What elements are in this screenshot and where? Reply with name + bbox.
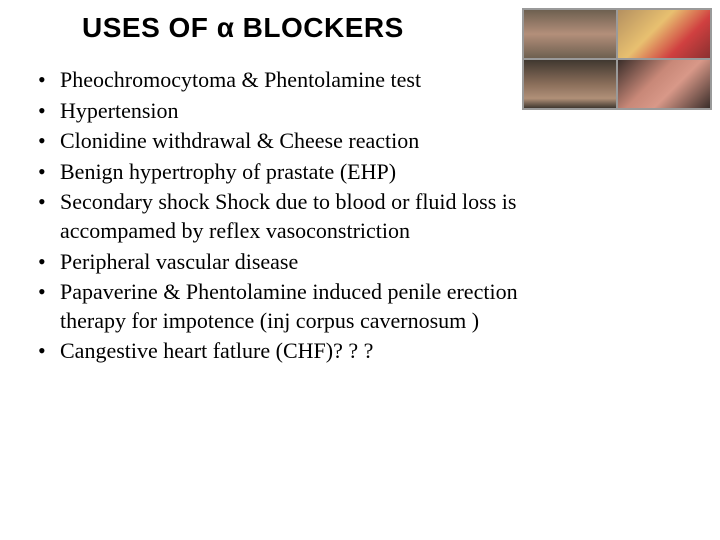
slide: USES OF α BLOCKERS Pheochromocytoma & Ph…: [0, 0, 720, 540]
slide-body: Pheochromocytoma & Phentolamine test Hyp…: [20, 66, 700, 368]
list-item: Clonidine withdrawal & Cheese reaction: [38, 127, 540, 156]
hand-photo-4: [618, 60, 710, 108]
image-grid: [522, 8, 712, 110]
hand-photo-1: [524, 10, 616, 58]
list-item: Papaverine & Phentolamine induced penile…: [38, 278, 540, 335]
bullet-list: Pheochromocytoma & Phentolamine test Hyp…: [20, 66, 550, 368]
list-item: Secondary shock Shock due to blood or fl…: [38, 188, 540, 245]
hand-photo-2: [618, 10, 710, 58]
list-item: Pheochromocytoma & Phentolamine test: [38, 66, 540, 95]
list-item: Cangestive heart fatlure (CHF)? ? ?: [38, 337, 540, 366]
list-item: Benign hypertrophy of prastate (EHP): [38, 158, 540, 187]
list-item: Hypertension: [38, 97, 540, 126]
list-item: Peripheral vascular disease: [38, 248, 540, 277]
